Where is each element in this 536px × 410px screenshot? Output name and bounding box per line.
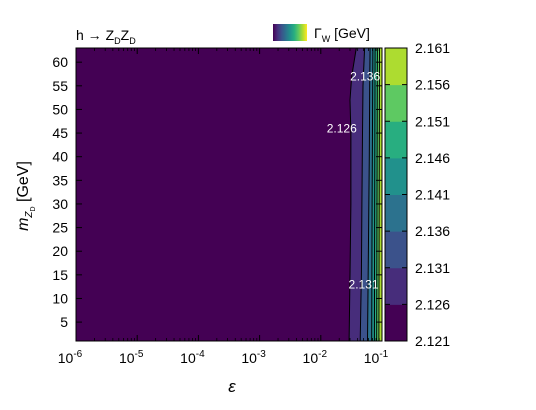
contour-line xyxy=(373,47,376,342)
contour-line xyxy=(359,47,366,342)
contour-line xyxy=(376,47,378,342)
x-tick-label: 10-2 xyxy=(303,349,328,366)
contour-line xyxy=(367,47,371,342)
colorbar-tick-label: 2.151 xyxy=(415,113,450,129)
colorbar-segment xyxy=(385,121,407,159)
y-tick-label: 30 xyxy=(52,196,68,212)
y-tick-label: 35 xyxy=(52,172,68,188)
contour-line xyxy=(378,47,380,342)
x-tick-label: 10-3 xyxy=(241,349,266,366)
x-tick-label: 10-4 xyxy=(180,349,205,366)
colorbar-segment xyxy=(385,84,407,122)
colorbar-tick-label: 2.136 xyxy=(415,223,450,239)
colorbar-tick-label: 2.146 xyxy=(415,150,450,166)
y-tick-label: 10 xyxy=(52,290,68,306)
colorbar-segment xyxy=(385,231,407,269)
x-axis-label: ε xyxy=(228,377,236,396)
colorbar-segment xyxy=(385,304,407,342)
colorbar-label: ΓW [GeV] xyxy=(314,25,370,44)
colorbar-segment xyxy=(385,194,407,232)
contour-labels: 2.136 2.126 2.131 xyxy=(327,69,381,291)
y-tick-label: 15 xyxy=(52,267,68,283)
y-tick-label: 20 xyxy=(52,243,68,259)
plot-frame xyxy=(75,47,383,342)
contour-line xyxy=(371,47,374,342)
colorbar-segment xyxy=(385,267,407,305)
colorbar-label-group: ΓW [GeV] xyxy=(273,24,370,44)
colorbar-tick-label: 2.121 xyxy=(415,333,450,349)
heatmap-band xyxy=(349,48,365,341)
y-tick-label: 45 xyxy=(52,125,68,141)
colorbar: 2.121 2.126 2.131 2.136 2.141 2.146 2.151 2.156… xyxy=(384,40,450,349)
y-tick-label: 50 xyxy=(52,101,68,117)
y-tick-label: 60 xyxy=(52,54,68,70)
svg-text:mZD [GeV]: mZD [GeV] xyxy=(15,161,37,231)
colorbar-tick-label: 2.161 xyxy=(415,40,450,56)
contour-label: 2.136 xyxy=(350,69,380,83)
x-tick-label: 10-5 xyxy=(119,349,144,366)
colorbar-tick-label: 2.126 xyxy=(415,296,450,312)
contour-label: 2.126 xyxy=(327,121,357,135)
heatmap-background xyxy=(76,48,382,341)
x-tick-label: 10-1 xyxy=(364,349,389,366)
contour-line xyxy=(348,47,357,342)
y-tick-label: 40 xyxy=(52,149,68,165)
colorbar-segment xyxy=(385,157,407,195)
y-axis-label: mZD [GeV] xyxy=(15,161,37,231)
contour-lines xyxy=(348,47,380,342)
contour-label: 2.131 xyxy=(349,277,379,291)
y-tick-label: 5 xyxy=(60,314,68,330)
x-tick-label: 10-6 xyxy=(58,349,83,366)
y-tick-label: 55 xyxy=(52,78,68,94)
chart-title: h → ZDZD xyxy=(76,27,136,46)
colorbar-tick-label: 2.131 xyxy=(415,260,450,276)
y-axis-ticks: 5 10 15 20 25 30 35 40 45 50 55 60 xyxy=(52,54,382,330)
colorbar-tick-label: 2.141 xyxy=(415,187,450,203)
colorbar-segment xyxy=(385,48,407,86)
plot-area: 2.136 2.126 2.131 xyxy=(75,47,383,342)
colorbar-label-swatch xyxy=(273,24,307,41)
y-tick-label: 25 xyxy=(52,220,68,236)
colorbar-tick-label: 2.156 xyxy=(415,77,450,93)
